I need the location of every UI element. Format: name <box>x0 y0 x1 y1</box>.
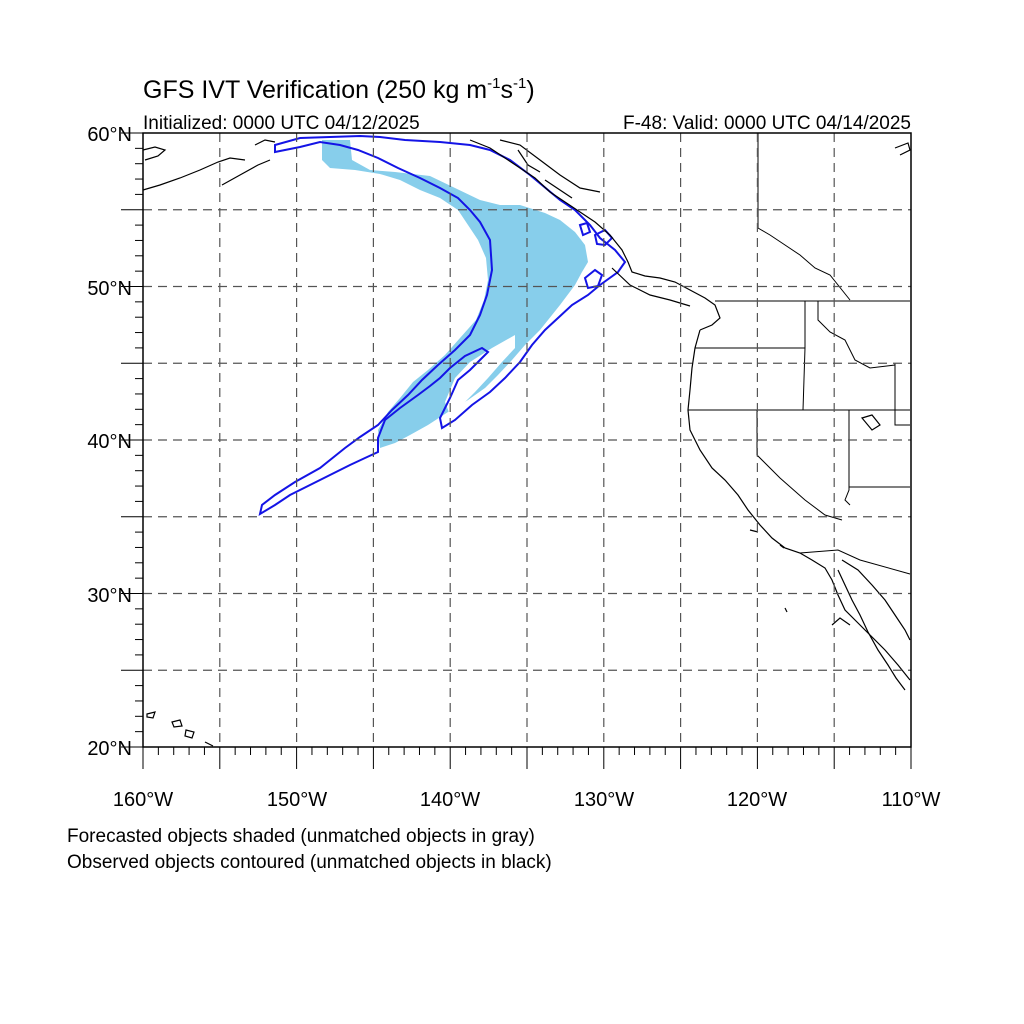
legend-note-forecast: Forecasted objects shaded (unmatched obj… <box>67 826 535 847</box>
lon-label-120w: 120°W <box>727 789 787 811</box>
lat-label-50n: 50°N <box>87 278 132 300</box>
lat-label-30n: 30°N <box>87 585 132 607</box>
forecast-ivt-object <box>322 140 588 448</box>
observed-contour-small <box>583 268 604 290</box>
legend-note-observed: Observed objects contoured (unmatched ob… <box>67 852 552 873</box>
political-boundaries <box>688 133 911 575</box>
axis-ticks <box>121 132 912 769</box>
lat-label-60n: 60°N <box>87 124 132 146</box>
lat-lon-grid <box>143 133 911 747</box>
observed-contour-small <box>578 221 592 237</box>
lon-label-140w: 140°W <box>420 789 480 811</box>
init-time-label: Initialized: 0000 UTC 04/12/2025 <box>143 113 420 134</box>
valid-time-label: F-48: Valid: 0000 UTC 04/14/2025 <box>623 113 911 134</box>
lat-label-20n: 20°N <box>87 738 132 760</box>
lon-labels: 160°W 150°W 140°W 130°W 120°W 110°W <box>113 789 941 811</box>
forecast-gap <box>445 335 515 415</box>
lon-label-110w: 110°W <box>882 789 941 811</box>
lon-label-150w: 150°W <box>267 789 327 811</box>
lon-label-130w: 130°W <box>574 789 634 811</box>
lon-label-160w: 160°W <box>113 789 173 811</box>
map-title: GFS IVT Verification (250 kg m-1s-1) <box>143 75 535 104</box>
lat-labels: 60°N 50°N 40°N 30°N 20°N <box>87 124 132 760</box>
lat-label-40n: 40°N <box>87 431 132 453</box>
observed-ivt-contour <box>258 134 627 517</box>
map-frame <box>142 132 912 748</box>
